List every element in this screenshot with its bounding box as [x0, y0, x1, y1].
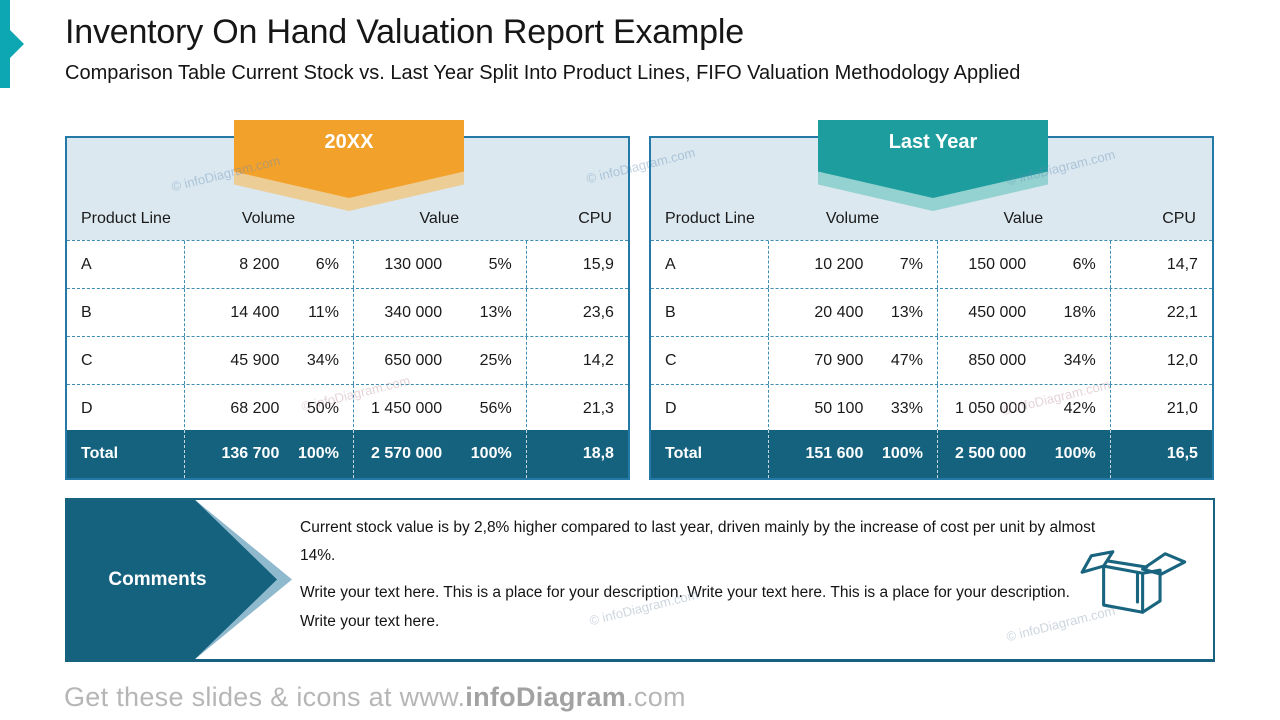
row-value-pct: 5% [488, 255, 512, 273]
row-value-pct: 34% [1063, 351, 1096, 369]
total-volume: 136 700 [184, 430, 293, 478]
column-header-value: Value [419, 210, 460, 227]
table-row: A 8 200 6% 130 000 5% 15,9 [67, 240, 628, 288]
open-box-icon [1079, 536, 1197, 630]
table-row: C 45 900 34% 650 000 25% 14,2 [67, 336, 628, 384]
row-value: 150 000 [936, 241, 1040, 288]
row-volume: 8 200 [184, 241, 293, 288]
total-value-pct: 100% [1054, 445, 1096, 462]
total-value: 2 570 000 [352, 430, 456, 478]
comments-label: Comments [108, 568, 207, 590]
row-volume-pct: 47% [890, 351, 923, 369]
row-value-pct: 56% [479, 399, 512, 417]
table-body: A 8 200 6% 130 000 5% 15,9 B 14 400 11% … [67, 240, 628, 432]
row-volume-pct: 33% [890, 399, 923, 417]
row-volume: 14 400 [184, 289, 293, 336]
row-cpu: 22,1 [1109, 289, 1212, 336]
row-value: 450 000 [936, 289, 1040, 336]
table-total-row: Total 151 600 100% 2 500 000 100% 16,5 [651, 430, 1212, 478]
comments-text: Current stock value is by 2,8% higher co… [300, 514, 1100, 645]
total-label: Total [665, 445, 703, 462]
row-cpu: 14,7 [1109, 241, 1212, 288]
table-row: B 20 400 13% 450 000 18% 22,1 [651, 288, 1212, 336]
row-value-pct: 42% [1063, 399, 1096, 417]
banner-label: 20XX [324, 131, 374, 153]
total-value-pct: 100% [470, 445, 512, 462]
column-header-volume: Volume [825, 210, 880, 227]
total-volume-pct: 100% [298, 445, 339, 462]
row-volume: 10 200 [768, 241, 877, 288]
row-volume: 50 100 [768, 385, 877, 432]
row-volume-pct: 6% [315, 255, 339, 273]
footer-credit: Get these slides & icons at www.infoDiag… [64, 682, 686, 713]
row-cpu: 21,3 [525, 385, 628, 432]
column-header-product-line: Product Line [665, 210, 755, 227]
page-title: Inventory On Hand Valuation Report Examp… [65, 13, 744, 51]
row-product-line: A [665, 255, 676, 273]
row-value-pct: 6% [1072, 255, 1096, 273]
row-cpu: 23,6 [525, 289, 628, 336]
table-row: D 68 200 50% 1 450 000 56% 21,3 [67, 384, 628, 432]
row-value: 130 000 [352, 241, 456, 288]
row-product-line: C [665, 351, 677, 369]
total-cpu: 18,8 [525, 430, 628, 478]
row-cpu: 12,0 [1109, 337, 1212, 384]
row-product-line: A [81, 255, 92, 273]
row-value-pct: 25% [479, 351, 512, 369]
table-body: A 10 200 7% 150 000 6% 14,7 B 20 400 13%… [651, 240, 1212, 432]
row-value-pct: 13% [479, 303, 512, 321]
table-row: B 14 400 11% 340 000 13% 23,6 [67, 288, 628, 336]
row-volume: 45 900 [184, 337, 293, 384]
footer-brand: infoDiagram [465, 682, 627, 712]
slide-accent-shape [0, 0, 24, 88]
row-volume: 20 400 [768, 289, 877, 336]
row-volume-pct: 50% [306, 399, 339, 417]
row-product-line: C [81, 351, 93, 369]
table-total-row: Total 136 700 100% 2 570 000 100% 18,8 [67, 430, 628, 478]
row-cpu: 15,9 [525, 241, 628, 288]
row-value: 1 050 000 [936, 385, 1040, 432]
total-volume-pct: 100% [882, 445, 923, 462]
row-value: 340 000 [352, 289, 456, 336]
total-volume: 151 600 [768, 430, 877, 478]
footer-suffix: .com [626, 682, 686, 712]
total-cpu: 16,5 [1109, 430, 1212, 478]
row-volume-pct: 13% [890, 303, 923, 321]
table-current-year: 20XX Product Line Volume Value CPU A 8 2… [65, 120, 630, 480]
row-volume: 70 900 [768, 337, 877, 384]
column-header-volume: Volume [241, 210, 296, 227]
column-header-cpu: CPU [1162, 210, 1196, 227]
table-row: C 70 900 47% 850 000 34% 12,0 [651, 336, 1212, 384]
row-value-pct: 18% [1063, 303, 1096, 321]
row-volume-pct: 11% [308, 303, 339, 321]
row-product-line: D [81, 399, 93, 417]
row-volume-pct: 34% [306, 351, 339, 369]
comment-paragraph: Current stock value is by 2,8% higher co… [300, 519, 1096, 565]
page-subtitle: Comparison Table Current Stock vs. Last … [65, 62, 1021, 84]
column-header-cpu: CPU [578, 210, 612, 227]
total-label: Total [81, 445, 119, 462]
footer-prefix: Get these slides & icons at www. [64, 682, 466, 712]
row-value: 650 000 [352, 337, 456, 384]
row-value: 1 450 000 [352, 385, 456, 432]
comment-paragraph: Write your text here. This is a place fo… [300, 584, 1070, 630]
row-value: 850 000 [936, 337, 1040, 384]
banner-label: Last Year [888, 131, 978, 153]
table-row: A 10 200 7% 150 000 6% 14,7 [651, 240, 1212, 288]
row-volume: 68 200 [184, 385, 293, 432]
row-cpu: 14,2 [525, 337, 628, 384]
row-product-line: B [665, 303, 676, 321]
row-volume-pct: 7% [899, 255, 923, 273]
row-product-line: B [81, 303, 92, 321]
column-header-value: Value [1003, 210, 1044, 227]
total-value: 2 500 000 [936, 430, 1040, 478]
table-row: D 50 100 33% 1 050 000 42% 21,0 [651, 384, 1212, 432]
table-last-year: Last Year Product Line Volume Value CPU … [649, 120, 1214, 480]
row-product-line: D [665, 399, 677, 417]
row-cpu: 21,0 [1109, 385, 1212, 432]
comments-panel: Comments Current stock value is by 2,8% … [65, 498, 1215, 662]
column-header-product-line: Product Line [81, 210, 171, 227]
